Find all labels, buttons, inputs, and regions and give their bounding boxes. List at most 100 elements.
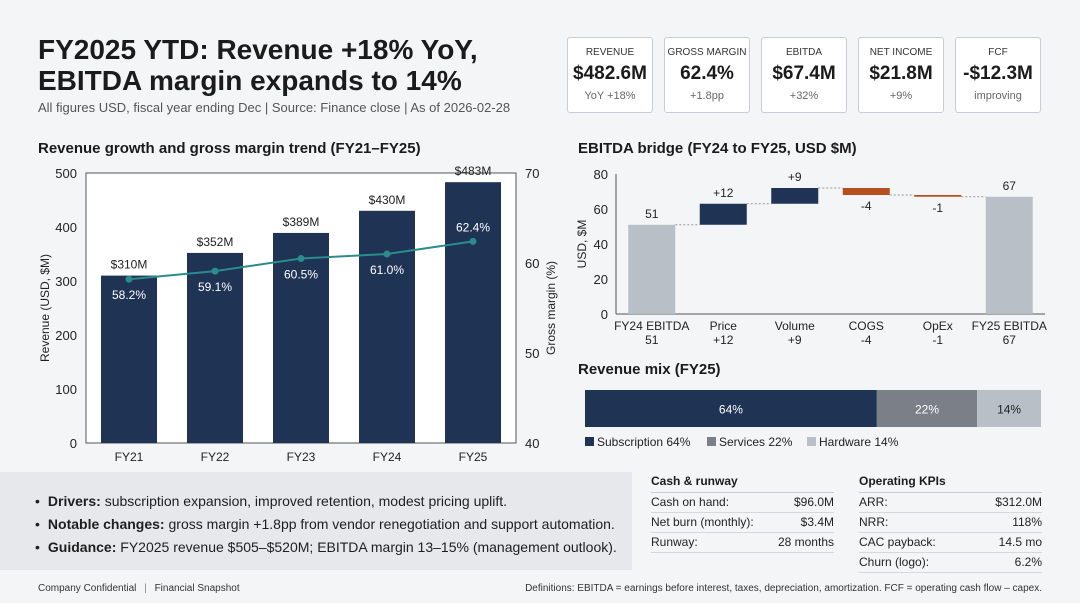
kpi-value: $21.8M <box>869 63 933 84</box>
gross-margin-label: 58.2% <box>112 288 146 302</box>
row-label: ARR: <box>859 495 888 509</box>
note-item: Notable changes: gross margin +1.8pp fro… <box>35 513 617 536</box>
table-row: CAC payback: 14.5 mo <box>859 533 1042 553</box>
gross-margin-label: 62.4% <box>456 220 490 234</box>
table-row: Runway: 28 months <box>651 533 834 553</box>
row-label: Churn (logo): <box>859 555 930 569</box>
mix-segment <box>876 390 978 427</box>
kpi-label: FCF <box>988 47 1008 58</box>
kpi-card: REVENUE $482.6M YoY +18% <box>567 37 653 113</box>
bridge-bar <box>914 195 962 197</box>
revenue-bar-label: $389M <box>283 215 320 229</box>
gross-margin-label: 59.1% <box>198 280 232 294</box>
footer-definitions: Definitions: EBITDA = earnings before in… <box>525 583 1042 594</box>
kpi-card: EBITDA $67.4M +32% <box>761 37 847 113</box>
x-tick-label: OpEx <box>923 319 953 333</box>
row-label: NRR: <box>859 515 889 529</box>
revenue-bar-label: $483M <box>455 164 492 178</box>
cash-runway-table: Cash & runway Cash on hand: $96.0M Net bur… <box>651 474 834 553</box>
row-value: 14.5 mo <box>998 535 1042 549</box>
x-tick-label: FY25 <box>459 450 488 464</box>
bridge-bar <box>985 196 1033 314</box>
bridge-bar <box>771 188 819 204</box>
table-row: Net burn (monthly): $3.4M <box>651 513 834 533</box>
kpi-change: YoY +18% <box>584 90 636 102</box>
mix-segment <box>977 390 1041 427</box>
y-tick-label: 60 <box>594 202 608 217</box>
y-tick-label: 400 <box>55 220 77 235</box>
row-label: Net burn (monthly): <box>651 515 754 529</box>
x-tick-label: FY23 <box>287 450 316 464</box>
legend-swatch <box>707 437 716 446</box>
y-tick-label: 20 <box>594 272 608 287</box>
y-axis-label: USD, $M <box>575 220 589 269</box>
mix-segment-label: 22% <box>915 403 939 417</box>
table-row: Cash on hand: $96.0M <box>651 493 834 513</box>
kpi-label: GROSS MARGIN <box>667 47 747 58</box>
y2-tick-label: 50 <box>525 346 539 361</box>
y-tick-label: 500 <box>55 166 77 181</box>
footer-snapshot: Financial Snapshot <box>154 583 240 594</box>
x-tick-sublabel: 51 <box>645 333 659 347</box>
legend-swatch <box>807 437 816 446</box>
y2-tick-label: 70 <box>525 166 539 181</box>
revenue-mix-title: Revenue mix (FY25) <box>578 361 721 378</box>
note-heading: Guidance: <box>47 539 117 555</box>
revenue-bar-label: $430M <box>369 193 406 207</box>
revenue-bar <box>187 252 243 443</box>
gross-margin-point <box>211 267 219 275</box>
row-value: $3.4M <box>800 515 834 529</box>
row-value: $312.0M <box>995 495 1042 509</box>
x-tick-sublabel: -4 <box>861 333 872 347</box>
bridge-value-label: -4 <box>861 199 872 213</box>
kpi-label: EBITDA <box>785 47 823 58</box>
note-item: Guidance: FY2025 revenue $505–$520M; EBI… <box>35 536 617 559</box>
row-value: 118% <box>1012 515 1042 529</box>
notes-list: Drivers: subscription expansion, improve… <box>35 490 617 559</box>
bridge-value-label: +12 <box>713 186 734 200</box>
operating-kpis-table: Operating KPIs ARR: $312.0M NRR: 118% CAC pa… <box>859 474 1042 573</box>
footer-left: Company Confidential | Financial Snapsho… <box>38 583 240 594</box>
kpi-label: REVENUE <box>585 47 635 58</box>
gross-margin-point <box>469 237 477 245</box>
x-tick-label: FY21 <box>115 450 144 464</box>
x-tick-sublabel: +9 <box>788 333 802 347</box>
legend-label: Hardware 14% <box>819 435 899 449</box>
ebitda-bridge-title: EBITDA bridge (FY24 to FY25, USD $M) <box>578 140 857 157</box>
kpi-card: FCF -$12.3M improving <box>955 37 1041 113</box>
y-tick-label: 0 <box>601 307 608 322</box>
kpi-change: +1.8pp <box>690 90 724 102</box>
x-tick-sublabel: -1 <box>932 333 943 347</box>
row-label: CAC payback: <box>859 535 936 549</box>
kpi-card: NET INCOME $21.8M +9% <box>858 37 944 113</box>
revenue-bar <box>359 210 415 443</box>
kpi-change: +9% <box>889 90 913 102</box>
note-text: FY2025 revenue $505–$520M; EBITDA margin… <box>116 539 617 555</box>
x-tick-label: FY25 EBITDA <box>972 319 1047 333</box>
kpi-card: GROSS MARGIN 62.4% +1.8pp <box>664 37 750 113</box>
y-tick-label: 100 <box>55 382 77 397</box>
y-tick-label: 200 <box>55 328 77 343</box>
gross-margin-point <box>383 250 391 258</box>
x-tick-label: FY24 EBITDA <box>614 319 689 333</box>
y-tick-label: 80 <box>594 167 608 182</box>
x-tick-sublabel: +12 <box>713 333 734 347</box>
revenue-mix-chart: 64% Subscription 64% 22% Services 22% 14% Har… <box>585 390 1041 449</box>
revenue-bar <box>445 182 501 443</box>
kpi-change: +32% <box>789 90 819 102</box>
title-line-2: EBITDA margin expands to 14% <box>38 65 462 96</box>
title-line-1: FY2025 YTD: Revenue +18% YoY, <box>38 34 478 65</box>
row-label: Runway: <box>651 535 698 549</box>
revenue-bar <box>101 275 157 443</box>
mix-segment-label: 64% <box>719 403 743 417</box>
x-tick-label: Volume <box>775 319 815 333</box>
gross-margin-point <box>297 255 305 262</box>
gross-margin-label: 61.0% <box>370 263 404 277</box>
mix-segment <box>585 390 877 427</box>
page-title: FY2025 YTD: Revenue +18% YoY, EBITDA mar… <box>38 34 478 96</box>
x-tick-sublabel: 67 <box>1003 333 1017 347</box>
note-text: subscription expansion, improved retenti… <box>100 493 508 509</box>
bridge-value-label: -1 <box>932 201 943 215</box>
x-tick-label: FY24 <box>373 450 402 464</box>
